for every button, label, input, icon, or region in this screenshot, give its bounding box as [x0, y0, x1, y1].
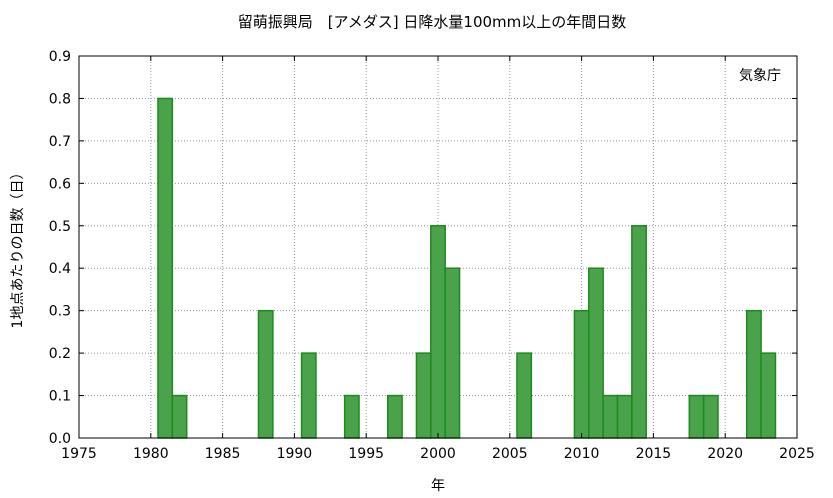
- bar-2023: [760, 352, 777, 439]
- bar-1991: [300, 352, 317, 439]
- chart-title: 留萌振興局 [アメダス] 日降水量100mm以上の年間日数: [238, 13, 627, 31]
- x-tick-label: 1980: [133, 446, 169, 462]
- bar-1988: [257, 309, 274, 439]
- bar-2010: [573, 309, 590, 439]
- y-axis: 0.0 0.1 0.2 0.3 0.4 0.5 0.6 0.7 0.8 0.9: [49, 49, 797, 447]
- y-tick-label: 0.4: [49, 261, 71, 277]
- x-tick-label: 2005: [492, 446, 528, 462]
- y-tick-label: 0.8: [49, 91, 71, 107]
- bar-2001: [444, 267, 461, 439]
- bar-2022: [745, 309, 762, 439]
- bar-2018: [688, 394, 705, 439]
- x-tick-label: 1975: [61, 446, 97, 462]
- bar-2000: [430, 225, 446, 439]
- x-axis: 1975 1980 1985 1990 1995 2000 2005 2010 2015 2020…: [61, 56, 815, 462]
- source-annotation: 気象庁: [739, 68, 781, 84]
- x-tick-label: 1995: [348, 446, 384, 462]
- y-tick-label: 0.1: [49, 389, 71, 405]
- bar-1982: [171, 394, 188, 439]
- x-tick-label: 2025: [779, 446, 815, 462]
- x-tick-label: 1990: [277, 446, 313, 462]
- y-tick-label: 0.5: [49, 219, 71, 235]
- bar-2011: [588, 267, 604, 439]
- y-tick-label: 0.2: [49, 346, 71, 362]
- bar-2013: [616, 394, 633, 439]
- bar-1999: [415, 352, 432, 439]
- x-tick-label: 1985: [205, 446, 241, 462]
- x-axis-label: 年: [431, 478, 445, 494]
- x-tick-label: 2010: [564, 446, 600, 462]
- bar-1994: [343, 394, 360, 439]
- y-tick-label: 0.9: [49, 49, 71, 65]
- y-tick-label: 0.3: [49, 304, 71, 320]
- y-tick-label: 0.7: [49, 134, 71, 150]
- y-tick-label: 0.0: [49, 431, 71, 447]
- x-tick-label: 2000: [420, 446, 456, 462]
- bar-2006: [516, 352, 533, 439]
- x-tick-label: 2015: [636, 446, 672, 462]
- bar-2012: [602, 394, 619, 439]
- bar-1981: [157, 97, 174, 439]
- bar-1997: [386, 394, 403, 439]
- bar-2014: [631, 225, 647, 439]
- y-tick-label: 0.6: [49, 176, 71, 192]
- x-tick-label: 2020: [707, 446, 743, 462]
- bar-2019: [702, 394, 719, 439]
- y-axis-label: 1地点あたりの日数（日）: [10, 166, 26, 329]
